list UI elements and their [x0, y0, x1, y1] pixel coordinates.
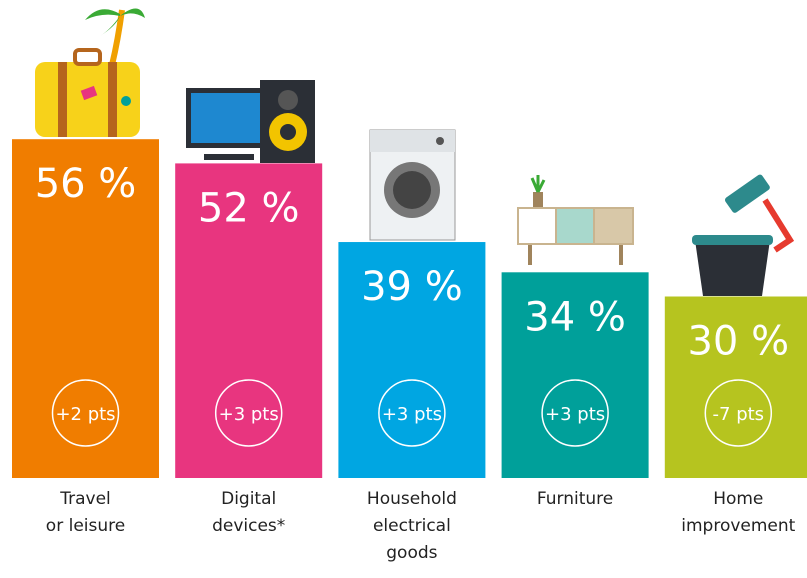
value-label: 39 % — [361, 264, 463, 310]
change-label: -7 pts — [713, 404, 765, 425]
value-label: 34 % — [524, 294, 626, 340]
change-label: +3 pts — [219, 404, 279, 425]
value-label: 52 % — [198, 185, 300, 231]
category-label: Travel or leisure — [11, 486, 161, 540]
change-label: +3 pts — [382, 404, 442, 425]
category-label: Furniture — [500, 486, 650, 513]
category-label: Digital devices* — [174, 486, 324, 540]
change-label: +2 pts — [55, 404, 115, 425]
chart: 56 % +2 pts 52 % +3 pts 39 % +3 pts 34 % +3 pts… — [0, 0, 807, 578]
value-label: 56 % — [35, 161, 137, 207]
category-label: Home improvement — [663, 486, 807, 540]
change-label: +3 pts — [545, 404, 605, 425]
value-label: 30 % — [687, 319, 789, 365]
category-label: Household electrical goods — [337, 486, 487, 567]
